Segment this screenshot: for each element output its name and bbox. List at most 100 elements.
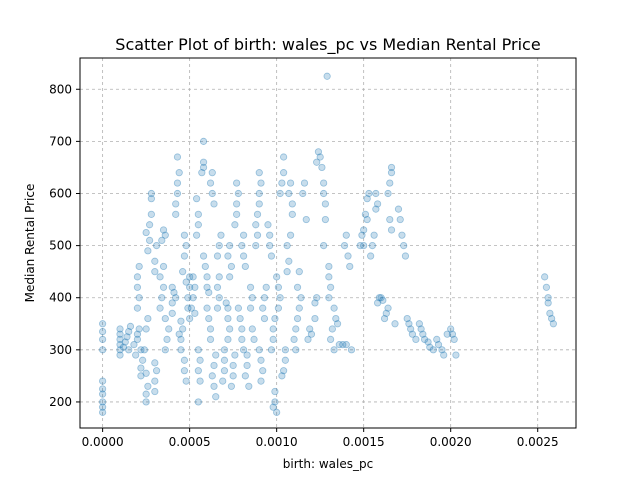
scatter-point xyxy=(234,189,242,198)
scatter-point xyxy=(147,210,155,218)
scatter-point xyxy=(205,288,213,297)
scatter-point xyxy=(203,273,211,281)
scatter-point xyxy=(320,242,328,250)
scatter-point xyxy=(189,294,197,302)
scatter-point xyxy=(180,252,189,260)
scatter-point xyxy=(253,231,262,239)
scatter-point xyxy=(269,403,277,411)
scatter-point xyxy=(135,262,143,271)
scatter-point xyxy=(280,169,288,177)
scatter-point xyxy=(246,304,255,312)
scatter-point xyxy=(267,346,276,354)
scatter-point xyxy=(417,325,425,333)
x-tick-label: 0.0025 xyxy=(517,435,559,449)
scatter-point xyxy=(293,283,302,291)
scatter-point xyxy=(191,309,199,317)
scatter-point xyxy=(448,330,457,338)
scatter-point xyxy=(403,314,411,323)
scatter-point xyxy=(288,210,296,218)
scatter-point xyxy=(206,335,215,344)
scatter-point xyxy=(245,382,253,390)
scatter-point xyxy=(273,273,281,281)
y-axis-label: Median Rental Price xyxy=(23,184,37,303)
scatter-point xyxy=(233,200,241,208)
scatter-point xyxy=(335,341,343,349)
scatter-point xyxy=(180,231,189,239)
scatter-point xyxy=(363,215,371,224)
scatter-point xyxy=(386,179,394,187)
scatter-point xyxy=(299,189,307,198)
scatter-point xyxy=(208,169,216,177)
scatter-point xyxy=(156,304,164,312)
scatter-point xyxy=(194,367,202,375)
scatter-point xyxy=(292,346,300,354)
scatter-point xyxy=(161,231,169,239)
scatter-point xyxy=(450,335,458,344)
scatter-point xyxy=(151,257,159,265)
scatter-point xyxy=(172,210,180,218)
scatter-point xyxy=(215,273,223,281)
scatter-point xyxy=(295,304,303,312)
scatter-point xyxy=(255,169,263,177)
scatter-point xyxy=(318,163,326,172)
scatter-point xyxy=(243,351,251,359)
x-tick-label: 0.0000 xyxy=(82,435,124,449)
scatter-point xyxy=(231,221,239,229)
scatter-point xyxy=(316,153,324,161)
scatter-point xyxy=(327,335,335,344)
scatter-point xyxy=(199,252,208,260)
scatter-point xyxy=(429,346,437,354)
scatter-point xyxy=(443,330,451,338)
scatter-point xyxy=(99,403,107,411)
scatter-point xyxy=(276,189,284,198)
scatter-point xyxy=(133,335,142,344)
scatter-point xyxy=(549,320,557,328)
scatter-point xyxy=(358,231,366,239)
scatter-point xyxy=(173,179,182,187)
scatter-point xyxy=(271,314,279,323)
scatter-point xyxy=(220,346,229,354)
scatter-point xyxy=(370,231,378,239)
scatter-point xyxy=(99,320,107,328)
scatter-point xyxy=(387,226,396,234)
x-tick-label: 0.0010 xyxy=(256,435,298,449)
scatter-point xyxy=(246,283,255,291)
scatter-point xyxy=(165,325,173,333)
scatter-point xyxy=(288,200,296,208)
scatter-point xyxy=(259,367,267,375)
scatter-point xyxy=(361,210,370,218)
scatter-point xyxy=(368,242,376,250)
scatter-point xyxy=(116,330,124,338)
scatter-point xyxy=(224,252,232,260)
scatter-point xyxy=(330,346,338,354)
scatter-point xyxy=(387,163,396,172)
scatter-point xyxy=(151,268,159,276)
scatter-point xyxy=(271,387,279,396)
scatter-point xyxy=(278,179,286,187)
scatter-point xyxy=(121,338,129,346)
scatter-point xyxy=(229,361,237,370)
scatter-point xyxy=(333,320,342,328)
scatter-point xyxy=(342,341,350,349)
scatter-point xyxy=(182,242,190,250)
scatter-point xyxy=(314,148,323,156)
scatter-point xyxy=(159,226,168,234)
scatter-point xyxy=(177,335,185,344)
scatter-point xyxy=(386,215,394,224)
scatter-point xyxy=(99,408,107,416)
scatter-point xyxy=(125,327,133,336)
scatter-point xyxy=(212,393,220,401)
scatter-point xyxy=(213,252,222,260)
scatter-point xyxy=(206,325,215,333)
scatter-point xyxy=(116,325,124,333)
scatter-point xyxy=(184,304,192,312)
scatter-point xyxy=(295,268,303,276)
scatter-point xyxy=(147,195,155,203)
scatter-point xyxy=(142,398,150,406)
scatter-point xyxy=(161,314,169,323)
scatter-point xyxy=(300,179,309,187)
scatter-point xyxy=(396,215,404,224)
scatter-point xyxy=(400,242,408,250)
scatter-point xyxy=(133,304,142,312)
